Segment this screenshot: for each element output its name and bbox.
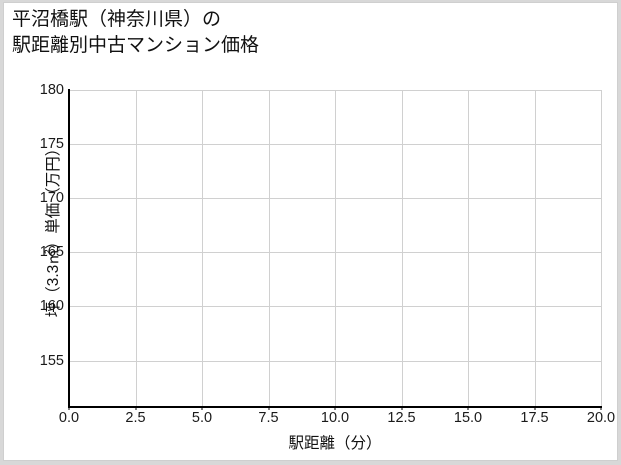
- gridline-vertical: [135, 90, 137, 406]
- x-tick-label: 10.0: [320, 410, 350, 426]
- x-axis-ticklabels: 0.0 2.5 5.0 7.5 10.0 12.5 15.0 17.5 20.0: [59, 406, 615, 432]
- chart-title-line-1: 平沼橋駅（神奈川県）の: [12, 9, 222, 30]
- gridline-vertical: [601, 90, 602, 406]
- x-tick-label: 0.0: [58, 410, 80, 426]
- y-axis-ticklabels: 155 160 165 170 175 180: [22, 82, 64, 406]
- chart-title-line-2: 駅距離別中古マンション価格: [12, 35, 260, 56]
- x-tick-mark: [534, 406, 535, 410]
- x-tick-mark: [467, 406, 469, 410]
- x-tick-mark: [268, 406, 269, 410]
- x-tick-label: 7.5: [258, 410, 279, 426]
- gridline-vertical: [468, 90, 469, 406]
- x-tick-label: 17.5: [520, 410, 549, 426]
- x-tick-mark: [600, 406, 602, 410]
- y-axis-title: 坪（3.3㎡）単価（万円）: [45, 140, 62, 318]
- y-tick-label: 165: [39, 244, 64, 261]
- gridline-vertical: [268, 90, 270, 406]
- x-tick-mark: [68, 406, 70, 410]
- y-axis-spine: [68, 89, 70, 407]
- y-tick-label: 180: [39, 82, 64, 98]
- x-tick-label: 20.0: [586, 410, 616, 426]
- chart-title: 平沼橋駅（神奈川県）の駅距離別中古マンション価格: [12, 7, 432, 59]
- plot-area: [68, 89, 602, 408]
- x-tick-mark: [201, 406, 203, 410]
- y-tick-label: 160: [39, 298, 64, 315]
- y-axis-title-host: 坪（3.3㎡）単価（万円）: [4, 3, 62, 318]
- x-tick-mark: [135, 406, 136, 410]
- gridline-vertical: [202, 90, 203, 406]
- x-tick-label: 15.0: [453, 410, 483, 426]
- x-tick-label: 2.5: [125, 410, 146, 426]
- gridline-vertical: [401, 90, 403, 406]
- x-tick-label: 12.5: [387, 410, 416, 426]
- y-tick-label: 155: [39, 352, 64, 369]
- x-axis-title: 駅距離（分）: [288, 435, 382, 452]
- y-tick-label: 170: [39, 190, 64, 207]
- x-tick-mark: [334, 406, 336, 410]
- y-tick-label: 175: [39, 136, 64, 153]
- gridline-vertical: [534, 90, 536, 406]
- gridline-vertical: [335, 90, 336, 406]
- x-tick-label: 5.0: [191, 410, 213, 426]
- chart-figure: 平沼橋駅（神奈川県）の駅距離別中古マンション価格 155 160 165 170 175…: [3, 2, 618, 461]
- x-tick-mark: [401, 406, 402, 410]
